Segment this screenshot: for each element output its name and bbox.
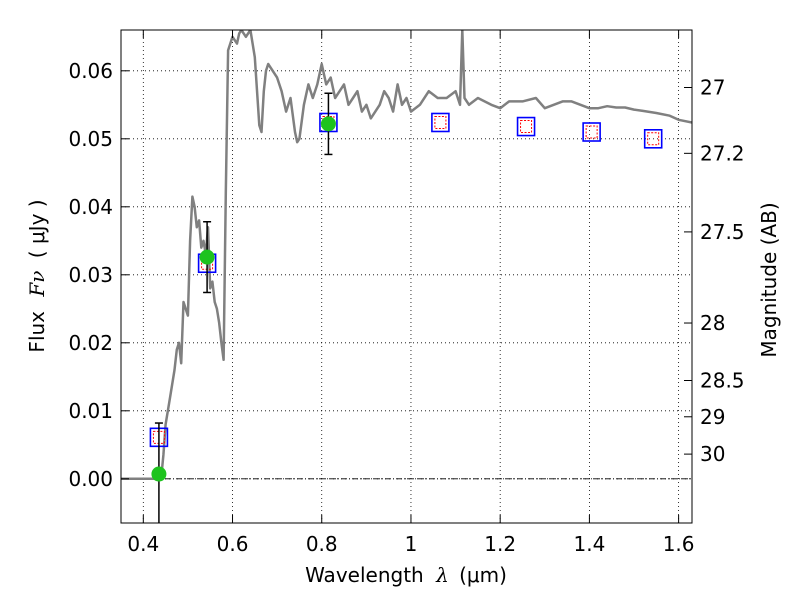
model-band-square xyxy=(582,122,601,142)
model-band-square xyxy=(431,112,450,133)
y2-tick-label: 28.5 xyxy=(700,369,745,393)
model-band-square xyxy=(516,116,536,137)
x-tick-label: 1 xyxy=(405,532,418,556)
x-tick-label: 1.4 xyxy=(573,532,605,556)
y2-tick-label: 28 xyxy=(700,311,725,335)
plot-frame xyxy=(120,29,693,524)
y-tick-label: 0.01 xyxy=(68,399,113,423)
y-tick-label: 0.05 xyxy=(68,127,113,151)
y-tick-label: 0.06 xyxy=(68,59,113,83)
observed-point xyxy=(320,116,336,132)
y-tick-label: 0.04 xyxy=(68,195,113,219)
y-tick-label: 0.03 xyxy=(68,263,113,287)
y2-axis-label: Magnitude (AB) xyxy=(757,202,781,357)
y-tick-label: 0.00 xyxy=(68,467,113,491)
model-band-inner xyxy=(585,125,598,139)
x-axis-label: Wavelength λ (μm) xyxy=(305,563,507,587)
y2-tick-label: 27.5 xyxy=(700,220,745,244)
x-tick-label: 0.8 xyxy=(306,532,338,556)
x-tick-label: 1.2 xyxy=(484,532,516,556)
x-tick-label: 1.6 xyxy=(663,532,695,556)
axis-ticks xyxy=(121,30,692,523)
x-tick-label: 0.6 xyxy=(217,532,249,556)
model-spectrum xyxy=(121,30,692,481)
model-band-inner xyxy=(434,115,447,129)
model-spectrum-line xyxy=(121,30,692,481)
y2-tick-label: 29 xyxy=(700,405,725,429)
y-tick-label: 0.02 xyxy=(68,331,113,355)
y2-tick-label: 27.2 xyxy=(700,141,745,165)
y2-tick-label: 27 xyxy=(700,76,725,100)
observed-point xyxy=(199,249,215,265)
tick-labels: 0.4 0.6 0.8 1 1.2 1.4 1.6 0.00 0.01 0.02 0.03 0.04 0… xyxy=(68,59,744,556)
x-tick-label: 0.4 xyxy=(127,532,159,556)
y2-tick-label: 30 xyxy=(700,442,725,466)
observed-photometry xyxy=(151,92,336,523)
observed-point xyxy=(151,466,167,482)
model-band-inner xyxy=(647,132,660,146)
model-band-inner xyxy=(520,120,533,134)
y-axis-label: Flux Fν ( μJy ) xyxy=(25,199,49,352)
model-band-square xyxy=(643,129,663,149)
